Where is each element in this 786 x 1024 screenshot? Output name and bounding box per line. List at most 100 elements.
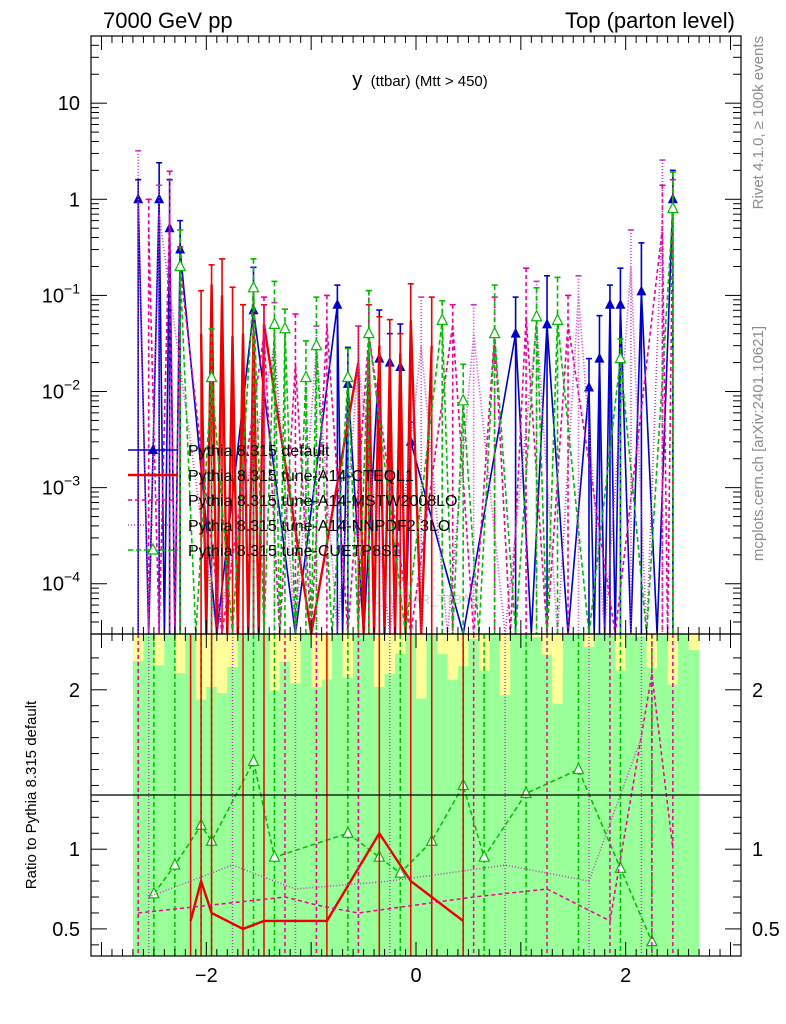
marker bbox=[154, 193, 165, 204]
ratio-marker bbox=[247, 754, 260, 767]
marker bbox=[510, 327, 521, 338]
legend-entry: Pythia 8.315 tune-CUETP8S1 bbox=[128, 542, 401, 560]
ratio-band-green bbox=[552, 703, 563, 956]
ratio-band-green bbox=[436, 654, 448, 956]
ratio-band-green bbox=[164, 635, 175, 956]
marker bbox=[666, 201, 679, 214]
marker bbox=[268, 316, 281, 329]
ratio-band-green bbox=[153, 665, 165, 956]
marker bbox=[614, 351, 627, 364]
ratio-band-green bbox=[311, 687, 322, 956]
marker bbox=[332, 298, 343, 309]
ratio-marker bbox=[572, 762, 585, 775]
series-line bbox=[199, 284, 433, 634]
ratio-marker bbox=[394, 865, 407, 878]
marker bbox=[636, 285, 647, 296]
ratio-y-tick-label: 0.5 bbox=[52, 919, 80, 941]
x-tick-label: 2 bbox=[620, 965, 631, 987]
header-right: Top (parton level) bbox=[565, 8, 735, 33]
ratio-line bbox=[189, 831, 464, 931]
legend-entry: Pythia 8.315 tune-A14-NNPDF2.3LO bbox=[128, 518, 450, 535]
marker bbox=[488, 326, 501, 339]
ratio-band-green bbox=[132, 661, 144, 956]
series-line bbox=[137, 199, 664, 634]
marker bbox=[341, 370, 354, 383]
legend-entry: Pythia 8.315 default bbox=[128, 443, 330, 460]
side-label-bottom: mcplots.cern.ch [arXiv:2401.10621] bbox=[750, 326, 767, 561]
marker bbox=[133, 193, 144, 204]
ratio-y-tick-label-right: 1 bbox=[752, 839, 763, 861]
legend-label: Pythia 8.315 tune-A14-CTEQL1 bbox=[188, 468, 414, 485]
ratio-y-tick-label-right: 2 bbox=[752, 680, 763, 702]
header-left: 7000 GeV pp bbox=[103, 8, 233, 33]
marker bbox=[604, 298, 615, 309]
marker bbox=[583, 381, 594, 392]
marker bbox=[247, 280, 260, 293]
ratio-marker bbox=[168, 857, 181, 870]
marker bbox=[542, 318, 553, 329]
ratio-band-green bbox=[499, 695, 511, 956]
ratio-band-green bbox=[562, 677, 574, 956]
x-tick-label: −2 bbox=[195, 965, 218, 987]
ratio-band-green bbox=[216, 693, 228, 956]
ratio-line bbox=[148, 737, 643, 898]
y-tick-label: 1 bbox=[69, 189, 80, 211]
ratio-band-green bbox=[667, 684, 679, 956]
legend-label: Pythia 8.315 tune-A14-MSTW2008LO bbox=[188, 493, 457, 510]
plot-title-sub: (ttbar) (Mtt > 450) bbox=[371, 73, 488, 90]
ratio-band-green bbox=[269, 690, 280, 956]
series-4 bbox=[174, 171, 679, 634]
ratio-y-tick-label: 2 bbox=[69, 680, 80, 702]
marker bbox=[205, 370, 218, 383]
legend-label: Pythia 8.315 tune-CUETP8S1 bbox=[188, 543, 401, 560]
ratio-band-green bbox=[657, 642, 668, 956]
ratio-series-3 bbox=[147, 634, 643, 956]
marker bbox=[278, 321, 291, 334]
marker bbox=[457, 393, 470, 406]
ratio-marker bbox=[268, 849, 281, 862]
marker bbox=[530, 309, 543, 322]
ratio-band-green bbox=[573, 674, 584, 956]
ratio-marker bbox=[341, 825, 354, 838]
ratio-band-green bbox=[416, 698, 427, 956]
ratio-band-green bbox=[174, 672, 186, 956]
ratio-y-tick-label-right: 0.5 bbox=[752, 919, 780, 941]
legend: Pythia 8.315 default Pythia 8.315 tune-A1… bbox=[128, 443, 457, 560]
ratio-band-green bbox=[279, 661, 291, 956]
ratio-line bbox=[138, 673, 674, 923]
marker bbox=[436, 313, 449, 325]
ratio-band-green bbox=[583, 646, 595, 956]
marker bbox=[310, 338, 323, 351]
ratio-band-green bbox=[363, 635, 375, 956]
axes: −2 0 2 10 1 10−1 10−2 10−3 10−4 0.5 0.5 1 1 2 2 bbox=[42, 35, 780, 987]
legend-marker bbox=[147, 542, 159, 555]
plot-title: y (ttbar) (Mtt > 450) bbox=[352, 69, 488, 91]
legend-label: Pythia 8.315 default bbox=[188, 443, 330, 460]
ratio-band-green bbox=[489, 686, 500, 956]
legend-label: Pythia 8.315 tune-A14-NNPDF2.3LO bbox=[188, 518, 450, 535]
y-tick-label: 10 bbox=[58, 93, 80, 115]
ratio-band-green bbox=[342, 677, 354, 956]
marker bbox=[615, 298, 626, 309]
ratio-band-green bbox=[447, 679, 458, 956]
marker bbox=[174, 259, 187, 272]
y-tick-label: 10−1 bbox=[42, 280, 80, 307]
ratio-band-green bbox=[332, 644, 343, 956]
marker bbox=[551, 313, 564, 325]
y-tick-label: 10−4 bbox=[42, 569, 80, 596]
legend-entry: Pythia 8.315 tune-A14-CTEQL1 bbox=[128, 468, 414, 485]
ratio-band-green bbox=[143, 686, 154, 956]
ratio-band-green bbox=[510, 644, 521, 956]
marker bbox=[594, 352, 605, 363]
legend-entry: Pythia 8.315 tune-A14-MSTW2008LO bbox=[128, 493, 457, 510]
marker bbox=[362, 326, 375, 339]
ratio-band-green bbox=[688, 650, 700, 956]
ratio-marker bbox=[478, 849, 491, 862]
x-tick-label: 0 bbox=[410, 965, 421, 987]
side-label-top: Rivet 4.1.0, ≥ 100k events bbox=[750, 36, 767, 209]
ratio-band-green bbox=[678, 693, 689, 956]
ratio-y-axis-label: Ratio to Pythia 8.315 default bbox=[23, 700, 40, 889]
plot-title-main: y bbox=[352, 69, 362, 91]
y-tick-label: 10−2 bbox=[42, 377, 80, 404]
